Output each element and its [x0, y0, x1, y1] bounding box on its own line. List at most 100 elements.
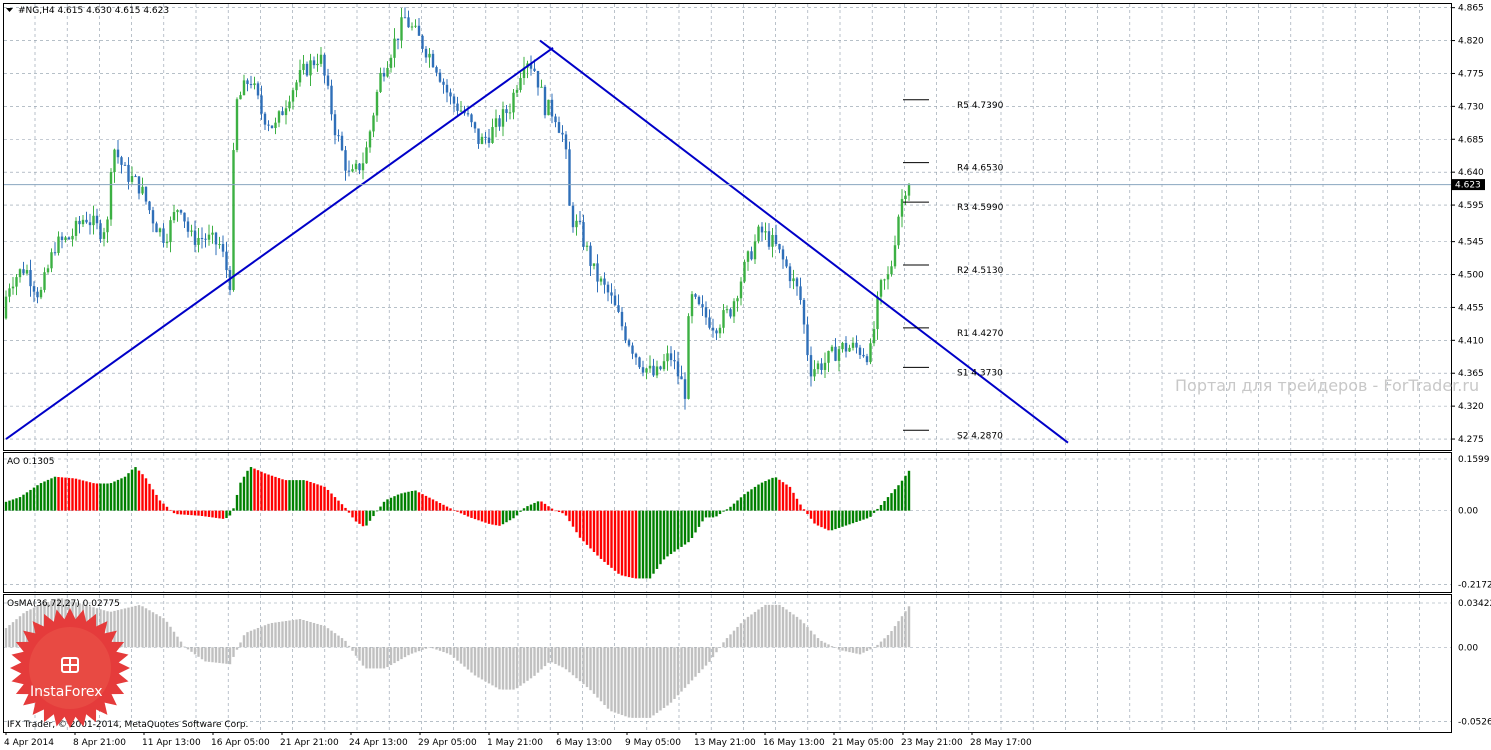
osma-bar	[253, 629, 256, 648]
ao-bar	[379, 506, 382, 511]
candle-body	[844, 342, 848, 352]
ao-bar	[288, 480, 291, 511]
candle-body	[764, 231, 767, 233]
candle-body	[330, 85, 333, 115]
osma-bar	[750, 614, 753, 648]
osma-bar	[116, 610, 120, 648]
osma-bar	[631, 647, 634, 718]
ao-bar	[39, 483, 43, 511]
osma-bar	[480, 647, 484, 680]
ao-bar	[767, 479, 771, 511]
candle-body	[718, 327, 722, 334]
candle-body	[130, 176, 134, 182]
ao-bar	[127, 473, 130, 511]
ao-bar	[407, 491, 410, 511]
pivot-label: R4 4.6530	[957, 164, 1004, 174]
osma-bar	[29, 609, 32, 648]
osma-bar	[442, 647, 445, 653]
candle-body	[99, 223, 102, 239]
ao-bar	[298, 480, 302, 511]
candle-body	[113, 149, 116, 173]
osma-bar	[760, 607, 764, 648]
candle-body	[487, 137, 491, 143]
ao-bar	[60, 477, 64, 511]
candle-body	[88, 222, 92, 226]
osma-bar	[746, 616, 750, 648]
candle-body	[333, 114, 337, 136]
osma-bar	[673, 647, 676, 699]
candle-body	[158, 228, 162, 233]
candle-body	[680, 376, 683, 380]
candle-body	[92, 215, 95, 226]
ao-bar	[284, 480, 288, 511]
osma-bar	[340, 638, 344, 648]
ao-bar	[207, 510, 211, 517]
candle-body	[865, 356, 869, 363]
ao-bar	[365, 510, 368, 526]
osma-bar	[841, 647, 844, 651]
osma-bar	[806, 626, 809, 648]
ao-bar	[820, 510, 823, 528]
osma-bar	[179, 641, 183, 648]
trendline	[539, 39, 1069, 444]
candle-body	[414, 25, 417, 27]
ao-bar	[687, 510, 690, 543]
ao-bar	[669, 510, 673, 555]
ao-bar	[281, 479, 284, 511]
ao-bar	[533, 502, 536, 511]
osma-bar	[540, 647, 543, 670]
candle-body	[809, 355, 813, 377]
ao-bar	[148, 483, 151, 511]
ao-bar	[550, 508, 554, 511]
candle-body	[725, 309, 729, 311]
osma-bar	[466, 647, 470, 670]
osma-bar	[799, 619, 802, 648]
ao-bar	[239, 482, 242, 511]
osma-bar	[113, 610, 116, 648]
osma-bar	[620, 647, 624, 716]
candle-body	[879, 280, 883, 297]
ao-bar	[183, 510, 186, 515]
osma-bar	[711, 647, 715, 658]
candle-body	[162, 228, 165, 243]
candle-body	[767, 231, 771, 247]
ao-bar	[610, 510, 613, 568]
ao-bar	[578, 510, 582, 538]
osma-bar	[172, 631, 176, 648]
ao-bar	[708, 510, 711, 518]
candle-body	[382, 72, 386, 77]
ao-bar	[736, 500, 739, 511]
ao-bar	[309, 481, 312, 511]
ao-bar	[389, 497, 393, 511]
osma-bar	[361, 647, 365, 666]
price-axis: 4.865 4.820 4.775 4.730 4.685 4.640 4.595 4.545…	[1451, 4, 1491, 728]
candle-body	[582, 222, 585, 247]
candle-body	[872, 329, 876, 344]
candle-body	[407, 17, 410, 28]
ao-bar	[410, 490, 414, 511]
candle-body	[834, 346, 837, 361]
candle-body	[715, 330, 718, 334]
candle-body	[120, 157, 123, 165]
dropdown-arrow-icon[interactable]	[6, 8, 13, 12]
time-tick-label: 8 Apr 21:00	[73, 738, 126, 748]
osma-bar	[718, 647, 722, 648]
ao-bar	[785, 484, 788, 511]
ao-bar	[806, 510, 809, 515]
osma-bar	[624, 647, 627, 717]
candle-body	[403, 17, 407, 19]
ao-bar	[186, 510, 190, 515]
price-tick-label: 4.775	[1458, 69, 1484, 79]
ao-bar	[571, 510, 575, 527]
ao-bar	[162, 503, 165, 511]
candle-body	[452, 96, 456, 104]
osma-bar	[708, 647, 711, 662]
candle-body	[372, 115, 375, 132]
candle-body	[435, 67, 438, 73]
osma-bar	[907, 606, 911, 648]
ao-bar	[494, 510, 498, 526]
osma-bar	[158, 616, 162, 648]
osma-bar	[736, 626, 739, 648]
candle-body	[393, 38, 396, 58]
ao-bar	[876, 508, 879, 511]
